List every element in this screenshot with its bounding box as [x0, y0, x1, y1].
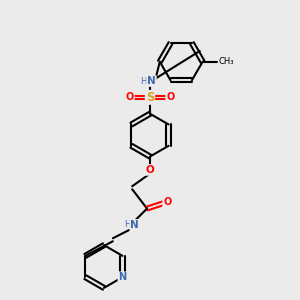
- Text: S: S: [146, 91, 154, 104]
- Text: O: O: [166, 92, 174, 102]
- Text: O: O: [126, 92, 134, 102]
- Text: N: N: [147, 76, 156, 86]
- Text: O: O: [163, 197, 171, 207]
- Text: CH₃: CH₃: [219, 57, 235, 66]
- Text: H: H: [140, 76, 146, 85]
- Text: H: H: [124, 220, 131, 230]
- Text: O: O: [146, 165, 154, 175]
- Text: N: N: [118, 272, 127, 282]
- Text: N: N: [130, 220, 139, 230]
